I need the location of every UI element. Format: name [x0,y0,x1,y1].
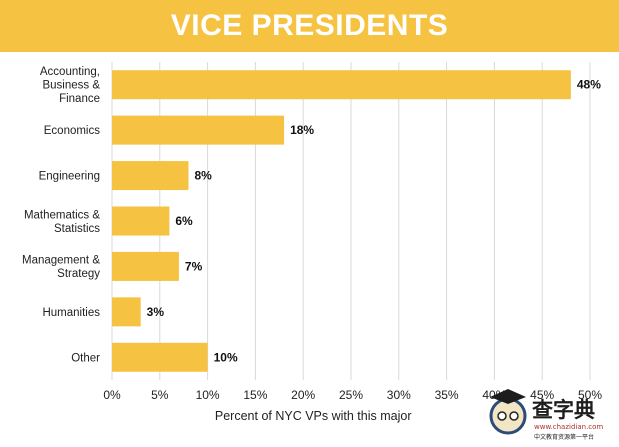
watermark-tagline: 中文教育资源第一平台 [534,433,594,441]
category-label: Other [71,352,100,364]
x-tick-label: 45% [530,388,554,402]
x-tick-label: 50% [578,388,602,402]
x-tick-label: 10% [196,388,220,402]
x-tick-label: 35% [435,388,459,402]
watermark-text: 查字典 [532,398,595,422]
category-label: Accounting, Business & Finance [40,66,100,105]
category-label: Mathematics & Statistics [24,209,100,235]
category-label: Humanities [42,307,100,319]
bar [112,115,285,145]
mascot-face-icon [489,397,527,435]
x-tick-label: 0% [103,388,121,402]
x-tick-label: 15% [243,388,267,402]
bar [112,297,141,327]
category-label: Economics [44,125,100,137]
title-banner: VICE PRESIDENTS [0,0,619,52]
bar-value-label: 6% [175,214,193,228]
bar-value-label: 3% [147,305,165,319]
bar [112,70,571,100]
category-label: Engineering [39,171,100,183]
bar-value-label: 8% [194,169,212,183]
x-tick-label: 25% [339,388,363,402]
bar-value-label: 48% [577,78,601,92]
mascot-left-eye-icon [497,411,507,421]
bar-value-label: 18% [290,123,314,137]
bar [112,251,179,281]
watermark-url: www.chazidian.com [534,423,603,431]
x-tick-label: 5% [151,388,169,402]
x-axis-title: Percent of NYC VPs with this major [215,409,412,423]
mascot-right-eye-icon [509,411,519,421]
chart-title: VICE PRESIDENTS [170,9,449,42]
graduation-cap-icon [490,389,526,404]
bar [112,342,208,372]
watermark-logo: 查字典 www.chazidian.com 中文教育资源第一平台 [489,389,603,441]
bar-value-label: 7% [185,259,203,273]
bar-value-label: 10% [214,350,238,364]
bar [112,206,170,236]
bar [112,161,189,191]
x-tick-label: 20% [291,388,315,402]
x-tick-label: 30% [387,388,411,402]
category-label: Management & Strategy [22,255,100,281]
